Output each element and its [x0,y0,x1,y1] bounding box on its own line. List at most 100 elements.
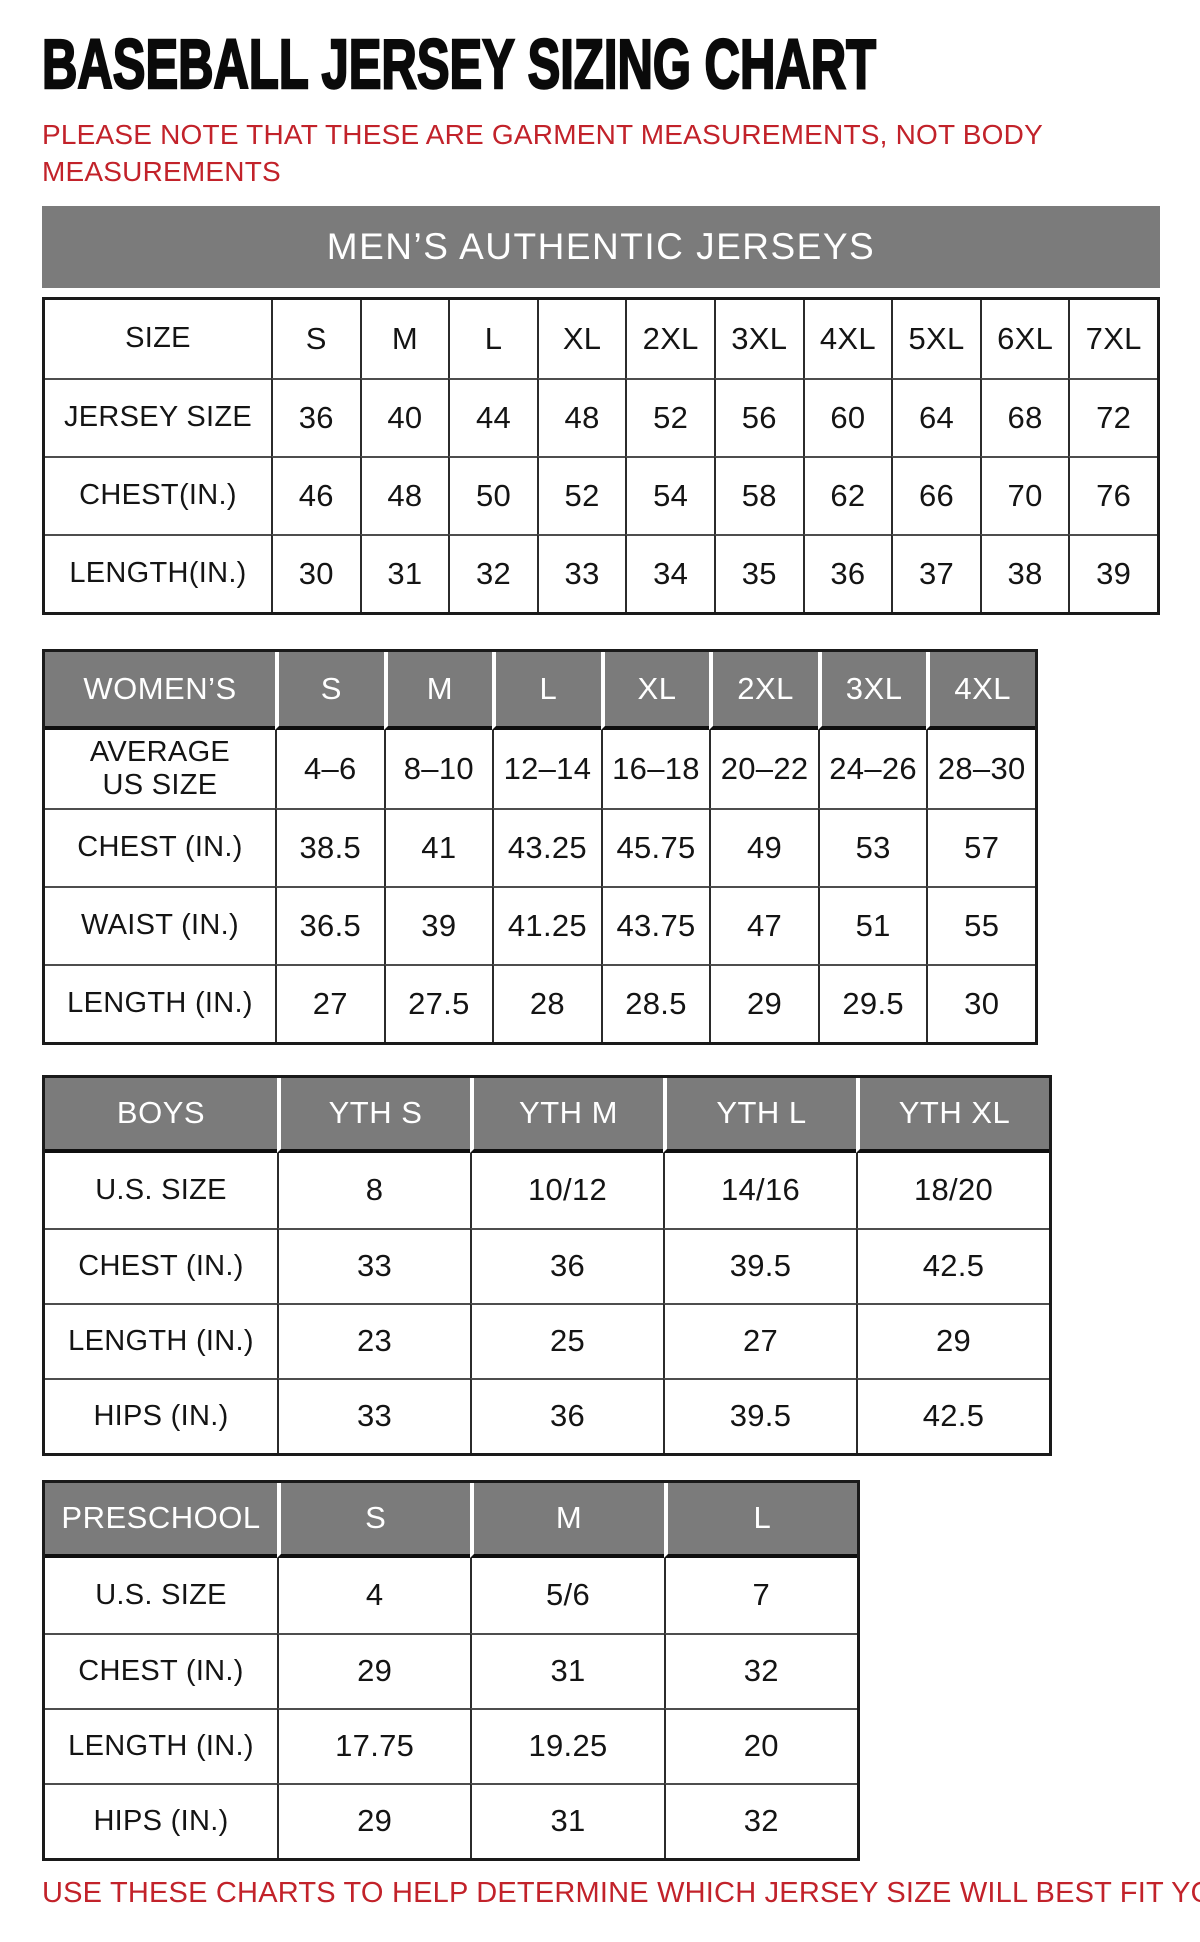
preschool-cell: 32 [663,1632,857,1708]
womens-header-cell: 4XL [926,651,1035,730]
preschool-cell: 17.75 [277,1707,471,1783]
womens-cell: 16–18 [600,729,710,808]
mens-cell: 32 [448,533,537,612]
womens-cell: 43.75 [600,885,710,964]
mens-cell: 39 [1068,533,1157,612]
womens-cell: 55 [926,885,1035,964]
mens-cell: 70 [979,455,1069,534]
womens-cell: 28–30 [926,729,1035,808]
footer-text: USE THESE CHARTS TO HELP DETERMINE WHICH… [42,1876,1200,1909]
womens-cell: 49 [709,807,818,886]
womens-cell: 29.5 [817,963,927,1042]
mens-cell: 4XL [802,299,892,378]
mens-cell: 35 [713,533,803,612]
boys-cell: 14/16 [663,1152,856,1228]
womens-cell: 45.75 [600,807,710,886]
boys-cell: 36 [470,1227,663,1303]
mens-cell: M [359,299,449,378]
womens-header-cell: S [275,651,384,730]
womens-cell: 41.25 [492,885,601,964]
mens-row-label: LENGTH(IN.) [45,533,271,612]
womens-row-label: LENGTH (IN.) [45,963,275,1042]
mens-cell: 76 [1068,455,1157,534]
mens-cell: 68 [979,377,1069,456]
preschool-row-label: CHEST (IN.) [45,1632,277,1708]
boys-cell: 18/20 [856,1152,1049,1228]
mens-cell: 52 [625,377,714,456]
boys-cell: 25 [470,1302,663,1378]
womens-row-label: AVERAGE US SIZE [89,736,231,801]
mens-cell: 5XL [891,299,980,378]
preschool-sizing-table: PRESCHOOL S M L U.S. SIZE 4 5/6 7 CHEST (IN.) 29 3… [42,1479,860,1861]
mens-cell: L [448,299,537,378]
mens-cell: 48 [536,377,626,456]
womens-cell: 57 [926,807,1035,886]
womens-header-cell: 2XL [709,651,818,730]
womens-row-label: WAIST (IN.) [45,885,275,964]
boys-header-cell: YTH L [663,1077,856,1153]
preschool-table-section: PRESCHOOL S M L U.S. SIZE 4 5/6 7 CHEST (IN.) 29 3… [42,1479,1180,1861]
boys-row-label: LENGTH (IN.) [45,1302,277,1378]
womens-cell: 47 [709,885,818,964]
womens-cell: 8–10 [383,729,493,808]
boys-row-label: HIPS (IN.) [45,1377,277,1453]
womens-cell: 38.5 [275,807,384,886]
boys-row-label: U.S. SIZE [95,1173,227,1206]
mens-cell: XL [536,299,626,378]
mens-cell: 2XL [625,299,714,378]
womens-cell: 41 [383,807,493,886]
preschool-cell: 20 [663,1707,857,1783]
mens-row-label: JERSEY SIZE [45,377,271,456]
womens-cell: 43.25 [492,807,601,886]
womens-table-section: WOMEN’S S M L XL 2XL 3XL 4XL AVERAGE US SIZE 4–6 8… [42,648,1180,1045]
preschool-header-cell: S [277,1482,471,1558]
boys-header-cell: YTH M [470,1077,663,1153]
mens-cell: 3XL [713,299,803,378]
mens-cell: 52 [536,455,626,534]
boys-cell: 33 [277,1227,470,1303]
mens-row-label: CHEST(IN.) [45,455,271,534]
womens-cell: 29 [709,963,818,1042]
mens-cell: 50 [448,455,537,534]
preschool-row-label: U.S. SIZE [95,1578,227,1611]
preschool-cell: 29 [277,1632,471,1708]
womens-header-cell: L [492,651,601,730]
mens-row-label: SIZE [125,322,191,355]
mens-cell: 58 [713,455,803,534]
womens-header-cell: M [383,651,493,730]
preschool-cell: 7 [663,1557,857,1633]
preschool-header-cell: M [470,1482,664,1558]
womens-sizing-table: WOMEN’S S M L XL 2XL 3XL 4XL AVERAGE US SIZE 4–6 8… [42,648,1038,1045]
mens-cell: 38 [979,533,1069,612]
preschool-cell: 31 [470,1632,664,1708]
mens-cell: 37 [891,533,980,612]
womens-cell: 27 [275,963,384,1042]
preschool-cell: 5/6 [470,1557,663,1633]
womens-cell: 20–22 [709,729,818,808]
boys-cell: 33 [277,1377,470,1453]
mens-cell: 33 [536,533,626,612]
mens-cell: 44 [448,377,537,456]
womens-cell: 39 [383,885,493,964]
womens-cell: 28.5 [600,963,710,1042]
boys-table-section: BOYS YTH S YTH M YTH L YTH XL U.S. SIZE 8 10/12… [42,1074,1180,1456]
boys-row-label: CHEST (IN.) [45,1227,277,1303]
mens-cell: 30 [271,533,360,612]
page-title: BASEBALL JERSEY SIZING CHART [41,25,877,103]
womens-cell: 24–26 [817,729,927,808]
mens-cell: 48 [359,455,449,534]
womens-cell: 36.5 [275,885,384,964]
mens-cell: 34 [625,533,714,612]
preschool-header-cell: L [663,1482,857,1558]
boys-cell: 10/12 [470,1152,663,1228]
womens-cell: 53 [817,807,927,886]
mens-cell: 36 [802,533,892,612]
boys-cell: 27 [663,1302,856,1378]
womens-header-cell: XL [600,651,710,730]
boys-sizing-table: BOYS YTH S YTH M YTH L YTH XL U.S. SIZE 8 10/12… [42,1074,1052,1456]
mens-cell: 54 [625,455,714,534]
boys-cell: 23 [277,1302,470,1378]
preschool-row-label: HIPS (IN.) [45,1782,277,1858]
boys-cell: 39.5 [663,1227,856,1303]
